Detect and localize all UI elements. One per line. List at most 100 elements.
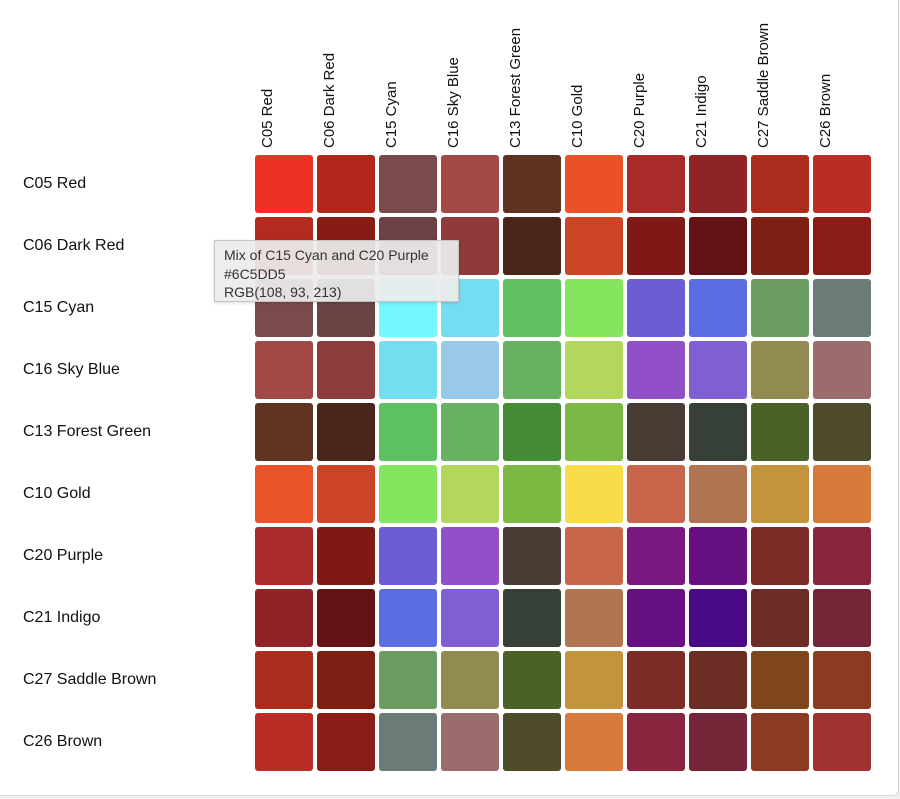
color-swatch[interactable] <box>379 713 437 771</box>
color-swatch[interactable] <box>813 217 871 275</box>
color-swatch[interactable] <box>503 651 561 709</box>
color-swatch[interactable] <box>813 651 871 709</box>
column-header: C16 Sky Blue <box>445 57 462 148</box>
color-swatch[interactable] <box>379 589 437 647</box>
color-swatch[interactable] <box>441 341 499 399</box>
color-swatch[interactable] <box>255 155 313 213</box>
color-swatch[interactable] <box>751 527 809 585</box>
color-swatch[interactable] <box>441 155 499 213</box>
color-swatch[interactable] <box>751 465 809 523</box>
color-swatch[interactable] <box>627 341 685 399</box>
color-swatch[interactable] <box>689 527 747 585</box>
color-swatch[interactable] <box>503 465 561 523</box>
column-header: C15 Cyan <box>383 81 400 148</box>
color-swatch[interactable] <box>813 279 871 337</box>
column-header: C06 Dark Red <box>321 52 338 148</box>
color-swatch[interactable] <box>627 713 685 771</box>
row-header: C10 Gold <box>23 485 91 502</box>
color-swatch[interactable] <box>813 341 871 399</box>
color-swatch[interactable] <box>751 713 809 771</box>
color-swatch[interactable] <box>441 527 499 585</box>
color-swatch[interactable] <box>751 651 809 709</box>
color-swatch[interactable] <box>689 465 747 523</box>
color-swatch[interactable] <box>379 527 437 585</box>
color-swatch[interactable] <box>317 713 375 771</box>
color-swatch[interactable] <box>503 155 561 213</box>
color-swatch[interactable] <box>627 651 685 709</box>
color-swatch[interactable] <box>627 465 685 523</box>
color-swatch[interactable] <box>503 589 561 647</box>
color-swatch[interactable] <box>689 341 747 399</box>
color-swatch[interactable] <box>255 527 313 585</box>
color-swatch[interactable] <box>379 341 437 399</box>
color-swatch[interactable] <box>379 651 437 709</box>
color-swatch[interactable] <box>503 713 561 771</box>
color-swatch[interactable] <box>317 403 375 461</box>
color-swatch[interactable] <box>379 403 437 461</box>
color-swatch[interactable] <box>379 155 437 213</box>
color-swatch[interactable] <box>255 403 313 461</box>
row-header: C15 Cyan <box>23 299 95 316</box>
color-swatch[interactable] <box>689 589 747 647</box>
color-swatch[interactable] <box>441 403 499 461</box>
color-swatch[interactable] <box>255 713 313 771</box>
color-swatch[interactable] <box>317 341 375 399</box>
color-swatch[interactable] <box>317 465 375 523</box>
color-swatch[interactable] <box>441 465 499 523</box>
color-swatch[interactable] <box>751 589 809 647</box>
color-swatch[interactable] <box>627 155 685 213</box>
color-swatch[interactable] <box>441 713 499 771</box>
color-swatch[interactable] <box>565 279 623 337</box>
color-swatch[interactable] <box>813 589 871 647</box>
color-swatch[interactable] <box>503 217 561 275</box>
color-swatch[interactable] <box>813 527 871 585</box>
color-swatch[interactable] <box>627 279 685 337</box>
color-swatch[interactable] <box>689 713 747 771</box>
color-swatch[interactable] <box>565 589 623 647</box>
color-swatch[interactable] <box>565 217 623 275</box>
color-swatch[interactable] <box>317 155 375 213</box>
color-swatch[interactable] <box>689 155 747 213</box>
color-swatch[interactable] <box>565 527 623 585</box>
color-swatch[interactable] <box>813 403 871 461</box>
color-swatch[interactable] <box>565 651 623 709</box>
color-swatch[interactable] <box>255 465 313 523</box>
color-swatch[interactable] <box>751 279 809 337</box>
color-swatch[interactable] <box>255 589 313 647</box>
color-swatch[interactable] <box>503 527 561 585</box>
color-swatch[interactable] <box>565 713 623 771</box>
color-swatch[interactable] <box>503 403 561 461</box>
color-swatch[interactable] <box>627 217 685 275</box>
color-swatch[interactable] <box>751 217 809 275</box>
color-swatch[interactable] <box>565 403 623 461</box>
color-swatch[interactable] <box>317 527 375 585</box>
color-swatch[interactable] <box>565 341 623 399</box>
color-swatch[interactable] <box>813 713 871 771</box>
color-swatch[interactable] <box>813 155 871 213</box>
color-swatch[interactable] <box>627 403 685 461</box>
color-swatch[interactable] <box>255 651 313 709</box>
column-header: C05 Red <box>259 88 276 148</box>
color-swatch[interactable] <box>565 155 623 213</box>
color-swatch[interactable] <box>565 465 623 523</box>
color-swatch[interactable] <box>503 279 561 337</box>
color-swatch[interactable] <box>503 341 561 399</box>
color-swatch[interactable] <box>379 465 437 523</box>
column-header: C27 Saddle Brown <box>755 22 772 148</box>
color-swatch[interactable] <box>441 589 499 647</box>
color-swatch[interactable] <box>689 217 747 275</box>
color-swatch[interactable] <box>689 279 747 337</box>
color-swatch[interactable] <box>813 465 871 523</box>
color-swatch[interactable] <box>255 341 313 399</box>
color-swatch[interactable] <box>317 651 375 709</box>
color-swatch[interactable] <box>627 527 685 585</box>
color-swatch[interactable] <box>317 589 375 647</box>
color-swatch[interactable] <box>627 589 685 647</box>
color-swatch[interactable] <box>751 403 809 461</box>
color-swatch[interactable] <box>751 341 809 399</box>
color-swatch[interactable] <box>689 651 747 709</box>
color-swatch[interactable] <box>441 651 499 709</box>
color-swatch[interactable] <box>751 155 809 213</box>
color-swatch[interactable] <box>689 403 747 461</box>
